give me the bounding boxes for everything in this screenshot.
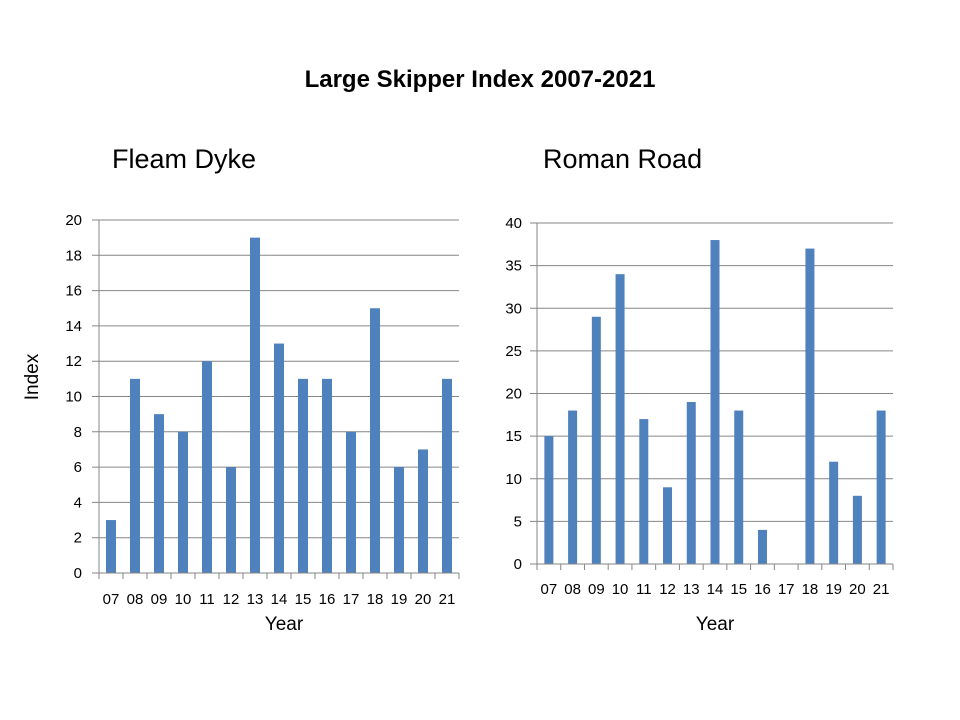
roman-road-xtick-label: 21 xyxy=(873,581,890,598)
fleam-dyke-xtick-label: 08 xyxy=(127,591,144,608)
fleam-dyke-xtick-label: 07 xyxy=(103,591,120,608)
fleam-dyke-bar-12 xyxy=(226,467,236,573)
fleam-dyke-xtick-label: 19 xyxy=(391,591,408,608)
roman-road-bar-15 xyxy=(734,410,744,564)
roman-road-xtick-label: 08 xyxy=(564,581,581,598)
fleam-dyke-bar-10 xyxy=(178,431,188,573)
roman-road-bar-14 xyxy=(710,240,720,565)
roman-road-bar-21 xyxy=(876,410,886,564)
roman-road-xtick-label: 13 xyxy=(683,581,700,598)
fleam-dyke-xtick-label: 11 xyxy=(199,591,215,608)
fleam-dyke-bar-17 xyxy=(346,431,356,573)
roman-road-bar-08 xyxy=(568,410,578,564)
fleam-dyke-bar-11 xyxy=(202,361,212,573)
fleam-dyke-bar-07 xyxy=(106,520,116,573)
roman-road-bar-18 xyxy=(805,248,815,564)
fleam-dyke-xtick-label: 21 xyxy=(439,591,456,608)
fleam-dyke-xtick-label: 18 xyxy=(367,591,384,608)
fleam-dyke-ytick-label: 6 xyxy=(74,459,82,476)
roman-road-xtick-label: 14 xyxy=(707,581,724,598)
fleam-dyke-ytick-label: 14 xyxy=(65,318,82,335)
fleam-dyke-bar-13 xyxy=(250,237,260,573)
roman-road-bar-07 xyxy=(544,436,554,564)
roman-road-ytick-label: 20 xyxy=(505,386,522,403)
roman-road-xtick-label: 07 xyxy=(541,581,558,598)
fleam-dyke-bar-15 xyxy=(298,378,308,573)
roman-road-xtick-label: 17 xyxy=(778,581,795,598)
roman-road-bar-12 xyxy=(663,487,673,564)
roman-road-xtick-label: 10 xyxy=(612,581,629,598)
roman-road-xtick-label: 11 xyxy=(636,581,652,598)
fleam-dyke-x-axis-label: Year xyxy=(265,614,304,635)
fleam-dyke-ytick-label: 10 xyxy=(65,389,82,406)
fleam-dyke-bar-18 xyxy=(370,308,380,573)
roman-road-bar-09 xyxy=(591,316,601,564)
fleam-dyke-ytick-label: 0 xyxy=(74,565,82,582)
fleam-dyke-ytick-label: 4 xyxy=(74,494,82,511)
fleam-dyke-xtick-label: 12 xyxy=(223,591,240,608)
fleam-dyke-bar-14 xyxy=(274,343,284,573)
fleam-dyke-xtick-label: 20 xyxy=(415,591,432,608)
fleam-dyke-bar-20 xyxy=(418,449,428,573)
fleam-dyke-bar-09 xyxy=(154,414,164,573)
fleam-dyke-ytick-label: 16 xyxy=(65,283,82,300)
fleam-dyke-bar-21 xyxy=(442,378,452,573)
fleam-dyke-ytick-label: 8 xyxy=(74,424,82,441)
chart-title-fleam-dyke: Fleam Dyke xyxy=(112,144,257,174)
fleam-dyke-bar-16 xyxy=(322,378,332,573)
roman-road-xtick-label: 15 xyxy=(730,581,747,598)
roman-road-ytick-label: 15 xyxy=(505,428,522,445)
roman-road-xtick-label: 12 xyxy=(659,581,676,598)
fleam-dyke-ytick-label: 12 xyxy=(65,353,82,370)
roman-road-ytick-label: 25 xyxy=(505,343,522,360)
fleam-dyke-bar-08 xyxy=(130,378,140,573)
fleam-dyke-xtick-label: 13 xyxy=(247,591,264,608)
fleam-dyke-xtick-label: 17 xyxy=(343,591,360,608)
fleam-dyke-xtick-label: 16 xyxy=(319,591,336,608)
roman-road-ytick-label: 5 xyxy=(514,513,522,530)
fleam-dyke-ytick-label: 18 xyxy=(65,247,82,264)
roman-road-ytick-label: 30 xyxy=(505,300,522,317)
fleam-dyke-xtick-label: 09 xyxy=(151,591,168,608)
roman-road-bar-16 xyxy=(757,529,767,564)
roman-road-ytick-label: 0 xyxy=(514,556,522,573)
page-title: Large Skipper Index 2007-2021 xyxy=(304,66,656,93)
roman-road-xtick-label: 16 xyxy=(754,581,771,598)
fleam-dyke-bar-19 xyxy=(394,467,404,573)
roman-road-ytick-label: 40 xyxy=(505,215,522,232)
roman-road-ytick-label: 35 xyxy=(505,258,522,275)
fleam-dyke-xtick-label: 10 xyxy=(175,591,192,608)
roman-road-x-axis-label: Year xyxy=(696,614,735,635)
roman-road-ytick-label: 10 xyxy=(505,471,522,488)
roman-road-bar-11 xyxy=(639,419,649,564)
roman-road-bar-13 xyxy=(686,402,696,564)
roman-road-bar-19 xyxy=(829,461,839,564)
fleam-dyke-y-axis-label: Index xyxy=(22,353,43,400)
fleam-dyke-ytick-label: 20 xyxy=(65,212,82,229)
fleam-dyke-xtick-label: 15 xyxy=(295,591,312,608)
fleam-dyke-ytick-label: 2 xyxy=(74,530,82,547)
chart-title-roman-road: Roman Road xyxy=(543,144,703,174)
roman-road-bar-10 xyxy=(615,274,625,564)
roman-road-xtick-label: 18 xyxy=(802,581,819,598)
fleam-dyke-xtick-label: 14 xyxy=(271,591,288,608)
roman-road-bar-20 xyxy=(852,495,862,564)
roman-road-xtick-label: 09 xyxy=(588,581,605,598)
roman-road-xtick-label: 20 xyxy=(849,581,866,598)
roman-road-xtick-label: 19 xyxy=(825,581,842,598)
